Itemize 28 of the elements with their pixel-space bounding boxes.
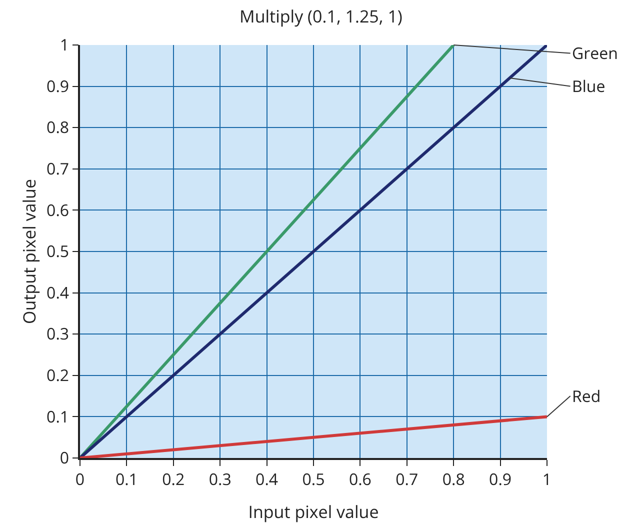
y-tick-label: 0.6 [46,198,70,221]
x-tick-label: 0.3 [208,468,232,490]
x-tick-label: 0 [75,468,85,490]
series-label: Red [572,385,601,407]
y-tick-label: 0 [60,446,70,469]
y-tick-label: 0.5 [46,240,70,262]
chart-title: Multiply (0.1, 1.25, 1) [240,4,402,28]
y-tick-label: 0.7 [46,158,70,180]
x-tick-label: 0.8 [442,468,465,490]
y-tick-label: 0.4 [46,281,70,304]
x-tick-label: 0.7 [396,468,418,490]
x-tick-label: 0.5 [302,468,325,490]
x-axis-title: Input pixel value [248,500,379,523]
x-tick-label: 1 [542,468,552,490]
y-tick-label: 0.1 [46,405,70,428]
y-axis-title: Output pixel value [18,178,40,324]
y-tick-label: 0.8 [46,116,70,138]
x-tick-label: 0.1 [115,468,138,490]
x-tick-label: 0.2 [162,468,185,490]
x-tick-label: 0.4 [256,468,278,490]
y-tick-label: 0.2 [46,364,70,386]
x-tick-label: 0.9 [489,468,512,490]
y-tick-label: 0.9 [46,74,70,97]
y-tick-label: 1 [60,34,70,56]
text: Blue [572,75,606,97]
text: Green [572,42,618,64]
y-tick-label: 0.3 [46,322,70,345]
x-tick-label: 0.6 [348,468,372,490]
